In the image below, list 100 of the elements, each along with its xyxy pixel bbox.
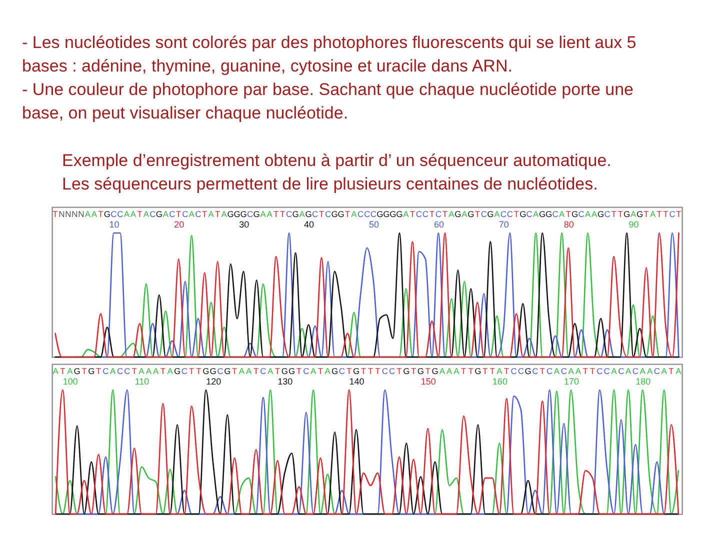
x-tick-label: C — [578, 209, 584, 219]
x-tick-label: A — [52, 366, 59, 376]
x-tick-label: T — [137, 209, 142, 219]
x-tick-label: G — [376, 209, 384, 219]
x-tick-label: G — [281, 366, 288, 376]
x-tick-label: A — [640, 366, 646, 376]
x-tick-label: T — [514, 209, 519, 219]
x-tick-label: A — [260, 209, 266, 219]
x-tick-label: A — [591, 209, 598, 219]
x-tick-label: T — [52, 209, 58, 219]
x-tick-label: A — [167, 366, 174, 376]
x2-tick-label: 90 — [628, 220, 639, 230]
x-tick-label: T — [280, 209, 286, 219]
x-tick-label: A — [84, 209, 91, 219]
x-tick-label: T — [60, 366, 66, 376]
x-tick-label: C — [117, 209, 124, 219]
x-tick-label: C — [546, 366, 553, 376]
x-tick-label: T — [132, 366, 137, 376]
x-tick-label: G — [417, 366, 424, 376]
x-tick-label: T — [196, 366, 202, 376]
x-tick-label: G — [224, 366, 231, 376]
x-tick-label: A — [351, 209, 358, 219]
x2-tick-label: 70 — [498, 220, 509, 230]
x-tick-label: G — [227, 209, 234, 219]
x-tick-label: A — [403, 209, 410, 219]
x-tick-label: G — [288, 366, 296, 376]
x-tick-label: C — [195, 209, 202, 219]
x-tick-label: T — [318, 209, 324, 219]
x-tick-label: T — [98, 209, 104, 219]
x-tick-label: A — [496, 366, 503, 376]
x-tick-label: A — [448, 209, 455, 219]
x-tick-label: G — [403, 366, 410, 376]
x-tick-label: A — [310, 366, 316, 376]
x-tick-label: G — [338, 209, 344, 219]
x-tick-label: C — [312, 209, 318, 219]
x-tick-label: C — [217, 366, 224, 376]
x-tick-label: T — [566, 209, 571, 219]
x-tick-label: C — [247, 209, 254, 219]
x-tick-label: T — [611, 209, 616, 219]
x-tick-label: G — [352, 366, 360, 376]
x-tick-label: G — [623, 209, 630, 219]
x2-tick-label: 20 — [174, 220, 184, 230]
x-tick-label: A — [584, 209, 591, 219]
x-tick-label: A — [554, 366, 560, 376]
x-tick-label: A — [124, 209, 130, 219]
text: - Les nucléotides sont colorés par des photophores fluorescents qui se lient aux 5 bases : adénine, thymine, guanine, cytosine et uracile dans ARN. — [22, 33, 636, 76]
x-tick-label: T — [346, 366, 352, 376]
x2-tick-label: 30 — [239, 220, 250, 230]
x-tick-label: T — [410, 366, 416, 376]
x-tick-label: A — [568, 366, 574, 376]
text: Les séquenceurs permettent de lire plusieurs centaines de nucléotides. — [62, 174, 598, 194]
x-tick-label: C — [370, 209, 377, 219]
x-tick-label: T — [274, 366, 280, 376]
x-tick-label: T — [160, 366, 166, 376]
x-tick-label: G — [156, 209, 162, 219]
x-tick-label: C — [102, 366, 109, 376]
x-tick-label: T — [202, 209, 208, 219]
x-tick-label: A — [238, 366, 245, 376]
x-tick-label: G — [598, 209, 604, 219]
x-tick-label: A — [661, 366, 668, 376]
x-tick-label: T — [474, 209, 480, 219]
x-tick-label: G — [383, 209, 390, 219]
x-tick-label: G — [390, 209, 396, 219]
x-tick-label: A — [221, 209, 228, 219]
x-tick-label: T — [96, 366, 102, 376]
x-tick-label: C — [552, 209, 558, 219]
x-tick-label: C — [124, 366, 130, 376]
x-tick-label: A — [676, 366, 682, 376]
x2-tick-label: 180 — [636, 376, 651, 386]
x-tick-label: N — [72, 209, 78, 219]
x-tick-label: A — [268, 366, 274, 376]
x-tick-label: A — [67, 366, 74, 376]
x-tick-label: C — [388, 366, 396, 376]
x2-tick-label: 60 — [434, 220, 444, 230]
x-tick-label: G — [292, 209, 299, 219]
x-tick-label: C — [669, 209, 676, 219]
x-tick-label: A — [110, 366, 116, 376]
x-tick-label: A — [152, 366, 159, 376]
x-tick-label: C — [604, 209, 610, 219]
x-tick-label: C — [500, 209, 506, 219]
x-tick-label: T — [442, 209, 448, 219]
x-tick-label: C — [604, 366, 610, 376]
x-tick-label: A — [324, 366, 331, 376]
text: Exemple d’enregistrement obtenu à partir d’ un séquenceur automatique. — [62, 151, 612, 170]
x-tick-label: C — [116, 366, 124, 376]
x-tick-label: T — [344, 209, 350, 219]
x2-tick-label: 170 — [564, 376, 580, 386]
x-tick-label: A — [462, 209, 468, 219]
x-tick-label: T — [215, 209, 220, 219]
x-tick-label: G — [520, 209, 526, 219]
x-tick-label: A — [533, 209, 540, 219]
x-tick-label: A — [646, 366, 653, 376]
x-tick-label: T — [618, 209, 623, 219]
x-tick-label: C — [654, 366, 660, 376]
x-tick-label: G — [240, 209, 247, 219]
text: - Une couleur de photophore par base. Sachant que chaque nucléotide porte une base, on peut visualiser chaque nucléotide. — [22, 80, 634, 122]
x-tick-label: A — [246, 366, 252, 376]
x-tick-label: T — [189, 366, 194, 376]
x-tick-label: T — [668, 366, 674, 376]
x-tick-label: A — [299, 209, 306, 219]
